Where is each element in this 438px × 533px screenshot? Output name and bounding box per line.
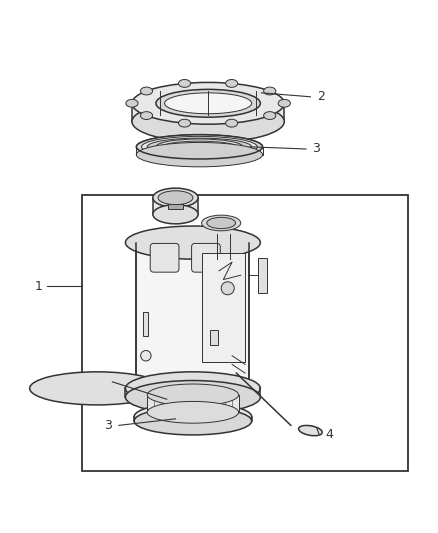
Bar xyxy=(147,395,239,413)
Ellipse shape xyxy=(147,384,239,406)
Ellipse shape xyxy=(125,381,260,414)
Ellipse shape xyxy=(153,205,198,224)
Ellipse shape xyxy=(165,93,252,114)
Ellipse shape xyxy=(153,188,198,207)
Ellipse shape xyxy=(278,99,290,107)
Circle shape xyxy=(221,282,234,295)
Ellipse shape xyxy=(141,87,152,95)
Ellipse shape xyxy=(141,111,152,119)
Circle shape xyxy=(141,351,151,361)
Bar xyxy=(82,195,408,471)
Bar xyxy=(153,198,198,214)
Bar xyxy=(132,103,284,122)
Ellipse shape xyxy=(156,90,260,117)
FancyBboxPatch shape xyxy=(191,244,220,272)
Ellipse shape xyxy=(132,83,284,124)
Ellipse shape xyxy=(299,425,322,436)
Ellipse shape xyxy=(226,119,238,127)
Ellipse shape xyxy=(201,215,241,231)
Ellipse shape xyxy=(264,87,276,95)
Text: 3: 3 xyxy=(313,142,321,156)
Bar xyxy=(168,204,184,209)
Ellipse shape xyxy=(264,111,276,119)
Text: 2: 2 xyxy=(317,90,325,103)
Bar xyxy=(210,329,218,345)
Ellipse shape xyxy=(141,136,257,157)
Ellipse shape xyxy=(158,191,193,205)
Ellipse shape xyxy=(136,135,262,159)
Ellipse shape xyxy=(147,138,252,156)
Bar xyxy=(201,254,245,362)
Ellipse shape xyxy=(134,407,252,435)
Text: 5: 5 xyxy=(98,375,106,389)
Bar xyxy=(258,258,267,293)
Text: 4: 4 xyxy=(325,427,333,441)
Ellipse shape xyxy=(125,372,260,405)
Ellipse shape xyxy=(125,226,260,259)
Bar xyxy=(143,312,148,336)
Ellipse shape xyxy=(207,217,236,229)
Ellipse shape xyxy=(147,401,239,423)
Text: 1: 1 xyxy=(35,280,42,293)
Bar xyxy=(136,243,250,389)
Ellipse shape xyxy=(179,119,191,127)
FancyBboxPatch shape xyxy=(150,244,179,272)
Ellipse shape xyxy=(162,141,237,152)
Ellipse shape xyxy=(132,101,284,142)
Ellipse shape xyxy=(134,403,252,431)
Ellipse shape xyxy=(179,79,191,87)
Ellipse shape xyxy=(156,139,243,155)
Ellipse shape xyxy=(126,99,138,107)
Ellipse shape xyxy=(30,372,165,405)
Ellipse shape xyxy=(226,79,238,87)
Text: 3: 3 xyxy=(105,419,113,432)
Ellipse shape xyxy=(136,142,262,167)
